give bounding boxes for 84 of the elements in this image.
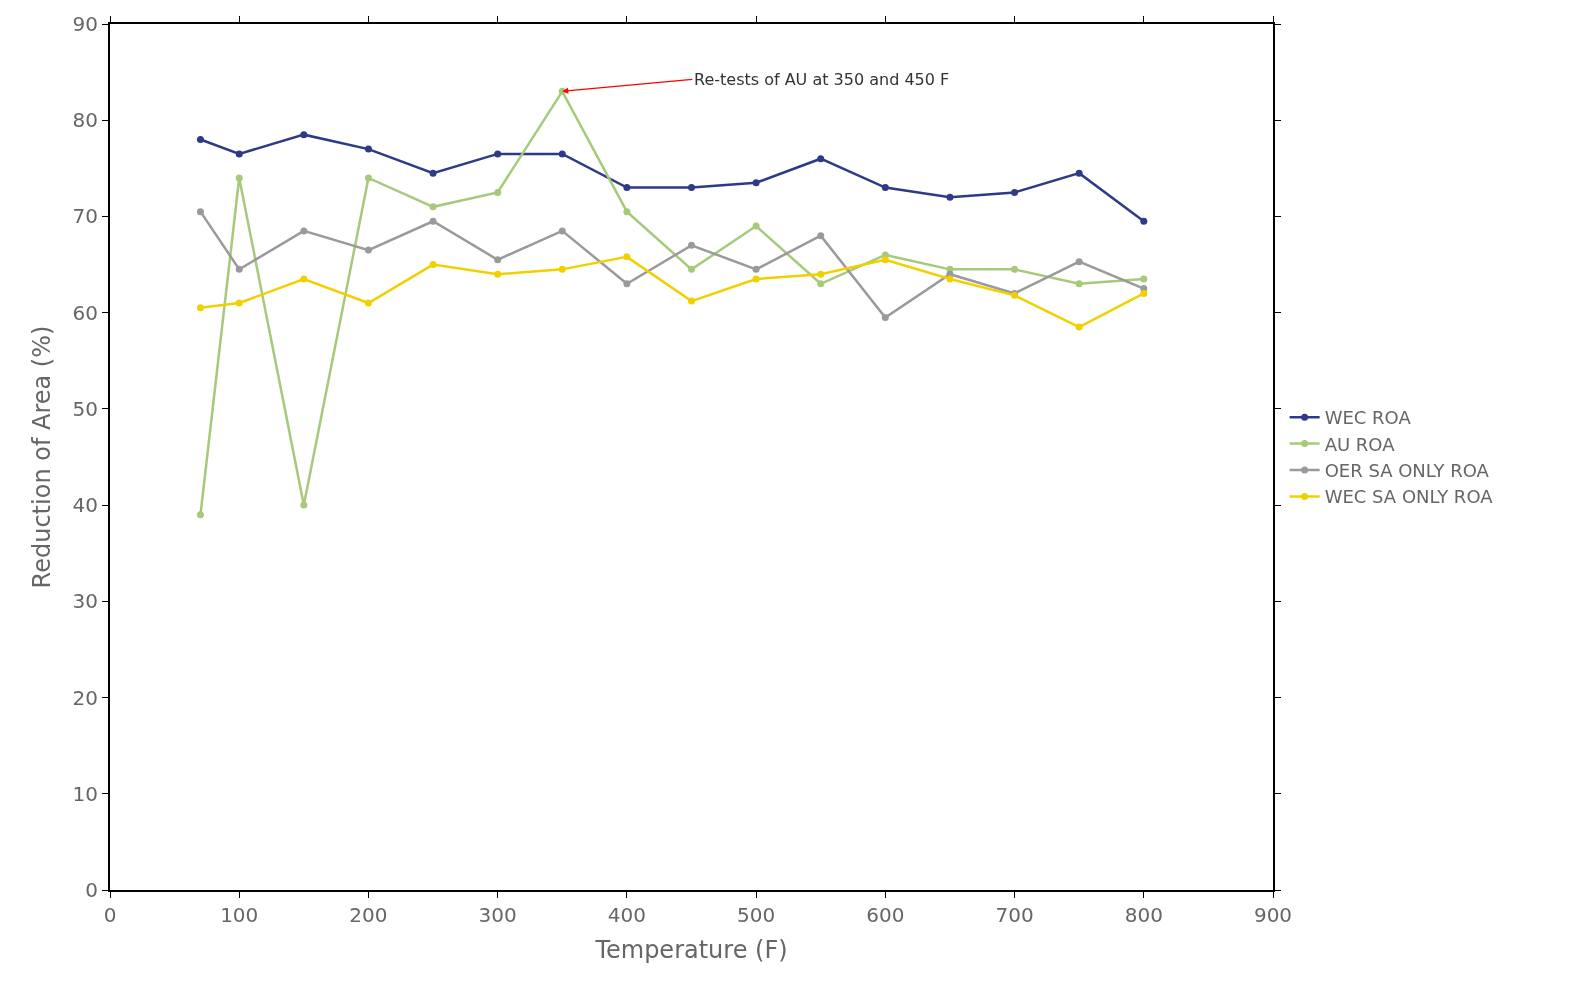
- x-tick-label: 600: [866, 903, 905, 927]
- x-tick-label: 800: [1124, 903, 1163, 927]
- point: [623, 253, 631, 261]
- y-tick-label: 20: [72, 685, 98, 710]
- point: [1075, 280, 1083, 288]
- point: [235, 299, 243, 307]
- point: [300, 131, 308, 139]
- y-tick-label: 60: [72, 300, 98, 325]
- point: [623, 280, 631, 288]
- point: [558, 150, 566, 158]
- legend-label: AU ROA: [1324, 433, 1396, 455]
- point: [1011, 265, 1019, 273]
- x-tick-label: 700: [995, 903, 1034, 927]
- point: [946, 193, 954, 201]
- x-tick-label: 500: [737, 903, 776, 927]
- y-tick-label: 70: [72, 204, 98, 229]
- point: [817, 232, 825, 240]
- y-axis-title: Reduction of Area (%): [28, 325, 57, 589]
- legend-label: OER SA ONLY ROA: [1324, 460, 1490, 482]
- point: [196, 208, 204, 216]
- point: [946, 275, 954, 283]
- y-tick-label: 30: [72, 589, 98, 614]
- x-tick-label: 300: [478, 903, 517, 927]
- point: [235, 265, 243, 273]
- point: [429, 261, 437, 269]
- point: [881, 256, 889, 264]
- point: [494, 188, 502, 196]
- point: [300, 227, 308, 235]
- point: [196, 135, 204, 143]
- point: [688, 297, 695, 305]
- point: [881, 184, 889, 192]
- point: [494, 150, 502, 158]
- point: [364, 145, 372, 153]
- point: [817, 155, 825, 163]
- point: [558, 265, 566, 273]
- point: [752, 179, 760, 187]
- point: [1140, 217, 1148, 225]
- x-axis-title: Temperature (F): [594, 935, 788, 964]
- point: [364, 174, 372, 182]
- y-tick-label: 90: [72, 12, 98, 36]
- point: [817, 270, 825, 278]
- point: [1075, 169, 1083, 177]
- point: [196, 304, 204, 312]
- legend-label: WEC SA ONLY ROA: [1324, 486, 1494, 508]
- point: [688, 184, 695, 192]
- point: [494, 270, 502, 278]
- point: [1140, 275, 1148, 283]
- x-tick-label: 900: [1253, 903, 1293, 927]
- point: [300, 275, 308, 283]
- y-tick-label: 40: [72, 493, 98, 518]
- point: [235, 174, 243, 182]
- point: [235, 150, 243, 158]
- y-tick-label: 50: [72, 396, 98, 421]
- point: [494, 256, 502, 264]
- x-tick-label: 100: [220, 903, 259, 927]
- point: [364, 246, 372, 254]
- point: [752, 222, 760, 230]
- point: [300, 501, 308, 509]
- point: [623, 184, 631, 192]
- y-tick-label: 80: [72, 108, 98, 133]
- y-tick-label: 0: [85, 878, 98, 902]
- point: [817, 280, 825, 288]
- legend-label: WEC ROA: [1324, 407, 1412, 429]
- point: [623, 208, 631, 216]
- point: [688, 241, 695, 249]
- point: [688, 265, 695, 273]
- point: [364, 299, 372, 307]
- point: [1140, 289, 1148, 297]
- point: [558, 227, 566, 235]
- point: [429, 169, 437, 177]
- annotation: Re-tests of AU at 350 and 450 F: [694, 70, 950, 89]
- x-tick-label: 200: [349, 903, 388, 927]
- point: [752, 265, 760, 273]
- point: [1075, 258, 1083, 266]
- point: [429, 203, 437, 211]
- point: [881, 313, 889, 321]
- y-tick-label: 10: [72, 781, 98, 806]
- point: [196, 511, 204, 519]
- point: [1075, 323, 1083, 331]
- x-tick-label: 0: [103, 903, 117, 927]
- point: [429, 217, 437, 225]
- x-tick-label: 400: [607, 903, 646, 927]
- point: [752, 275, 760, 283]
- point: [1011, 188, 1019, 196]
